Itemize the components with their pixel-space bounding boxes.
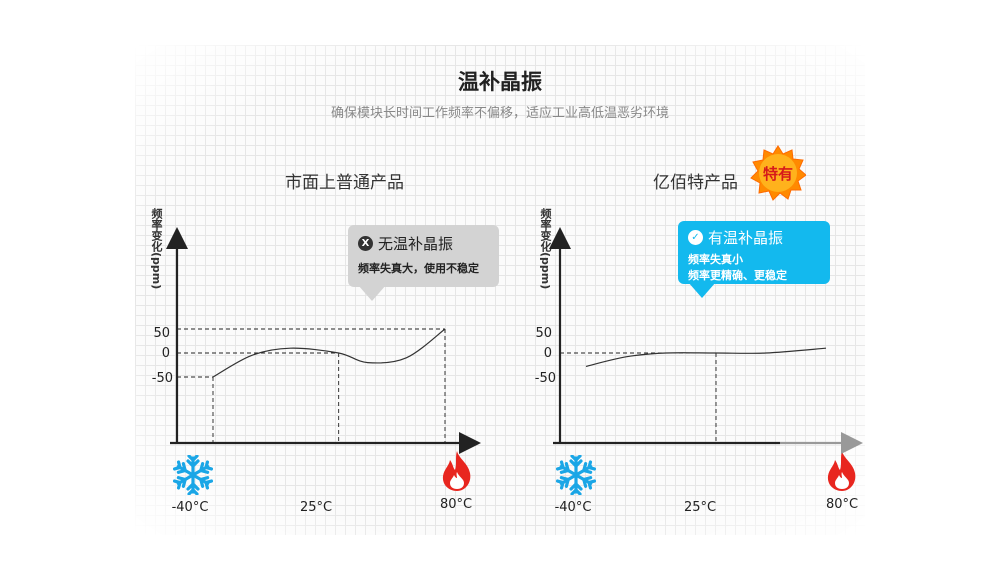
left-callout-title: 无温补晶振 <box>378 235 454 253</box>
special-badge-text: 特有 <box>762 164 793 183</box>
left-guide-lines <box>177 328 446 443</box>
left-snowflake-icon <box>173 455 213 495</box>
right-panel-label: 亿佰特产品 <box>653 173 738 193</box>
left-callout-tail <box>358 285 386 301</box>
left-xtick-25: 25°C <box>299 500 333 515</box>
right-callout-line-1: 频率失真小 <box>688 253 743 266</box>
right-xtick-25: 25°C <box>683 500 717 515</box>
right-series-line <box>585 347 827 368</box>
right-tick-50: 50 <box>535 326 552 341</box>
right-callout-title: 有温补晶振 <box>708 229 784 247</box>
left-xtick-80: 80°C <box>439 497 473 512</box>
right-guide-lines <box>560 352 717 443</box>
right-tick-minus50: -50 <box>534 371 556 386</box>
page-title: 温补晶振 <box>458 70 542 94</box>
left-tick-50: 50 <box>153 326 170 341</box>
right-snowflake-icon <box>556 455 596 495</box>
left-xtick-minus40: -40°C <box>171 500 209 515</box>
left-tick-0: 0 <box>161 346 170 361</box>
right-callout-text: 频率失真小 频率更精确、更稳定 <box>688 252 820 284</box>
x-mark-icon: X <box>358 236 373 251</box>
grid-background <box>135 45 865 535</box>
left-flame-icon <box>442 451 471 491</box>
left-callout-text: 频率失真大，使用不稳定 <box>358 262 479 275</box>
page-subtitle: 确保模块长时间工作频率不偏移，适应工业高低温恶劣环境 <box>330 106 669 121</box>
right-callout-line-2: 频率更精确、更稳定 <box>688 269 787 282</box>
left-chart <box>166 227 481 454</box>
right-tick-0: 0 <box>543 346 552 361</box>
check-icon: ✓ <box>688 230 703 245</box>
left-panel-label: 市面上普通产品 <box>285 173 404 193</box>
right-callout-bubble: ✓ 有温补晶振 频率失真小 频率更精确、更稳定 <box>678 221 830 298</box>
right-y-axis-label: 频率变化(ppm) <box>539 208 552 290</box>
left-y-axis-label: 频率变化(ppm) <box>150 208 163 290</box>
left-tick-minus50: -50 <box>151 371 173 386</box>
special-badge-icon <box>750 145 806 201</box>
right-xtick-80: 80°C <box>825 497 859 512</box>
left-series-line <box>212 328 446 378</box>
right-flame-icon <box>827 451 856 491</box>
left-callout-bubble: X 无温补晶振 频率失真大，使用不稳定 <box>348 225 499 301</box>
right-chart <box>549 227 863 454</box>
right-callout-tail <box>688 282 716 298</box>
right-xtick-minus40: -40°C <box>554 500 592 515</box>
